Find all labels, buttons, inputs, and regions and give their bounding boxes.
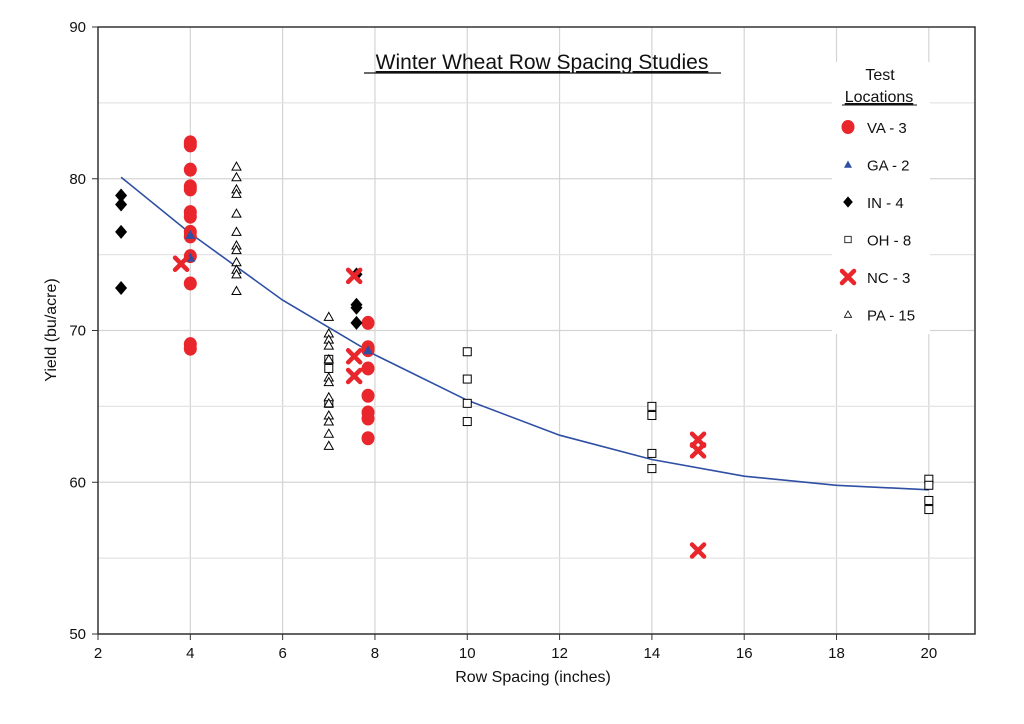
x-tick-label: 16 — [736, 645, 753, 662]
legend: Test Locations VA - 3 GA - 2 IN - 4 OH - 8 N… — [832, 62, 930, 334]
point-nc — [689, 442, 707, 459]
legend-label-oh: OH - 8 — [867, 233, 911, 250]
chart-title: Winter Wheat Row Spacing Studies — [376, 51, 709, 74]
point-pa — [323, 311, 335, 321]
point-va — [183, 138, 197, 153]
x-tick-label: 4 — [186, 645, 194, 662]
point-nc — [345, 348, 363, 365]
x-tick-label: 18 — [828, 645, 845, 662]
point-in — [115, 224, 128, 239]
point-oh — [647, 448, 657, 458]
y-tick-label: 90 — [69, 19, 86, 36]
legend-title-line2: Locations — [845, 89, 914, 106]
legend-marker-pa — [843, 310, 853, 318]
point-pa — [323, 416, 335, 426]
point-va — [183, 182, 197, 197]
point-va — [183, 341, 197, 356]
x-tick-label: 6 — [278, 645, 286, 662]
point-pa — [231, 188, 242, 198]
point-pa — [231, 208, 242, 218]
point-nc — [689, 542, 707, 559]
point-pa — [323, 376, 335, 387]
data-points — [115, 135, 934, 559]
point-pa — [231, 161, 242, 171]
point-oh — [324, 363, 334, 373]
legend-label-ga: GA - 2 — [867, 158, 910, 175]
legend-symbol-oh — [844, 235, 852, 244]
point-in — [115, 281, 128, 296]
legend-label-va: VA - 3 — [867, 120, 907, 137]
axis-ticks: 2 4 6 8 10 12 14 16 18 20 50 60 70 80 90 — [69, 19, 937, 662]
point-nc — [172, 255, 190, 272]
legend-marker-oh — [844, 235, 852, 244]
point-in — [115, 188, 128, 203]
legend-label-in: IN - 4 — [867, 195, 904, 212]
point-pa — [231, 285, 242, 296]
x-tick-label: 8 — [371, 645, 379, 662]
point-va — [361, 411, 375, 426]
y-tick-label: 80 — [69, 171, 86, 188]
point-pa — [323, 440, 335, 450]
x-tick-label: 2 — [94, 645, 102, 662]
legend-marker-nc — [839, 268, 857, 286]
point-nc — [345, 267, 363, 285]
legend-marker-ga — [844, 160, 852, 168]
point-nc — [345, 367, 363, 385]
point-pa — [323, 428, 335, 438]
point-va — [361, 431, 375, 446]
point-in — [350, 300, 363, 315]
legend-symbol-va — [841, 120, 855, 134]
trendline-group — [120, 176, 929, 491]
point-va — [361, 315, 375, 330]
point-in — [350, 315, 363, 330]
legend-symbol-ga — [844, 160, 852, 168]
legend-symbol-pa — [843, 310, 853, 318]
point-ga — [185, 229, 196, 239]
point-oh — [462, 374, 472, 384]
point-pa — [231, 226, 242, 236]
point-oh — [462, 398, 472, 408]
y-tick-label: 50 — [69, 626, 86, 643]
legend-marker-va — [841, 120, 855, 134]
x-tick-label: 14 — [644, 645, 661, 662]
legend-title-line1: Test — [865, 67, 895, 84]
point-oh — [647, 401, 657, 411]
point-va — [361, 361, 375, 376]
point-oh — [647, 464, 657, 474]
y-tick-label: 70 — [69, 323, 86, 340]
point-va — [183, 276, 197, 291]
point-va — [183, 209, 197, 224]
point-oh — [462, 347, 472, 357]
x-axis-label: Row Spacing (inches) — [455, 669, 611, 686]
point-oh — [924, 495, 934, 505]
point-va — [361, 388, 375, 403]
point-in — [115, 197, 128, 212]
point-oh — [924, 480, 934, 490]
point-oh — [462, 417, 472, 427]
point-pa — [323, 353, 335, 364]
point-pa — [231, 244, 242, 255]
x-tick-label: 10 — [459, 645, 476, 662]
trendline — [120, 176, 929, 491]
point-pa — [323, 340, 335, 350]
point-pa — [231, 171, 242, 182]
point-oh — [647, 410, 657, 420]
point-oh — [924, 505, 934, 515]
point-va — [183, 162, 197, 177]
y-axis-label: Yield (bu/acre) — [43, 278, 60, 381]
x-tick-label: 12 — [551, 645, 568, 662]
x-tick-label: 20 — [920, 645, 937, 662]
point-pa — [323, 397, 335, 408]
point-pa — [231, 268, 242, 279]
legend-label-nc: NC - 3 — [867, 270, 910, 287]
point-ga — [363, 345, 374, 355]
legend-label-pa: PA - 15 — [867, 308, 915, 325]
legend-symbol-nc — [839, 268, 857, 286]
y-tick-label: 60 — [69, 474, 86, 491]
